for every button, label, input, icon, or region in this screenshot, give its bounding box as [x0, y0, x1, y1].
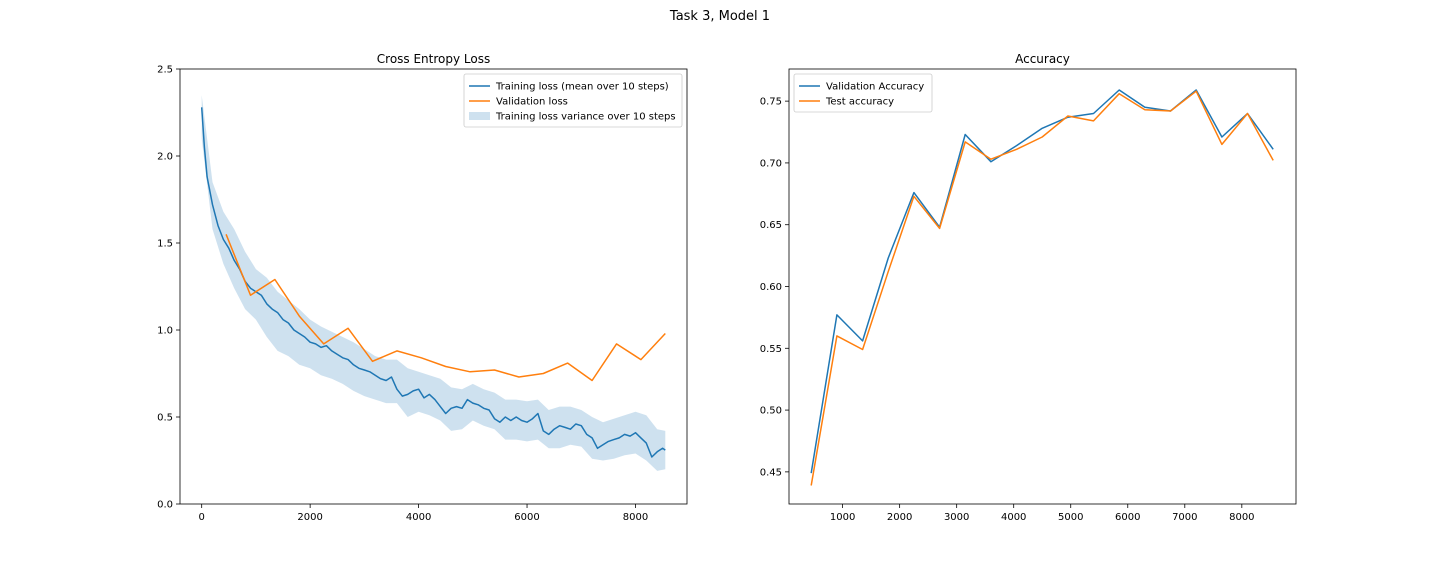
y-tick-label: 0.70	[760, 158, 782, 169]
legend-label: Validation Accuracy	[826, 82, 924, 93]
x-tick-label: 1000	[830, 512, 855, 523]
x-tick-label: 6000	[514, 512, 539, 523]
y-tick-label: 0.60	[760, 282, 782, 293]
loss-chart: Cross Entropy Loss 0 2000 4000 6000 8000 0.0 0.…	[157, 52, 688, 523]
y-tick-label: 1.0	[157, 326, 173, 337]
axes-frame	[179, 68, 688, 505]
figure-title: Task 3, Model 1	[669, 9, 771, 24]
x-tick-label: 8000	[623, 512, 648, 523]
x-tick-label: 2000	[887, 512, 912, 523]
legend: Training loss (mean over 10 steps) Valida…	[463, 73, 683, 128]
legend-label: Validation loss	[496, 97, 568, 108]
chart-title: Accuracy	[1015, 52, 1070, 66]
x-tick-label: 6000	[1115, 512, 1140, 523]
y-tick-label: 0.0	[157, 500, 173, 511]
y-tick-label: 0.65	[760, 220, 782, 231]
y-tick-label: 2.5	[157, 65, 173, 76]
legend-label: Training loss (mean over 10 steps)	[495, 82, 669, 93]
legend-swatch	[469, 112, 490, 120]
y-tick-label: 2.0	[157, 152, 173, 163]
legend: Validation Accuracy Test accuracy	[793, 73, 933, 113]
series-line	[225, 234, 666, 382]
y-tick-label: 1.5	[157, 239, 173, 250]
x-tick-label: 4000	[406, 512, 431, 523]
series-line	[200, 107, 666, 458]
legend-label: Training loss variance over 10 steps	[495, 112, 676, 123]
x-tick-label: 2000	[297, 512, 322, 523]
legend-frame	[793, 73, 933, 113]
legend-label: Test accuracy	[825, 97, 894, 108]
x-tick-label: 0	[199, 512, 205, 523]
x-tick-label: 7000	[1172, 512, 1197, 523]
x-tick-label: 3000	[944, 512, 969, 523]
y-tick-label: 0.75	[760, 97, 782, 108]
accuracy-chart: Accuracy 1000 2000 3000 4000 5000 6000 7000 8000…	[760, 52, 1297, 523]
x-tick-label: 4000	[1001, 512, 1026, 523]
y-tick-label: 0.50	[760, 406, 782, 417]
x-tick-label: 5000	[1058, 512, 1083, 523]
y-tick-label: 0.45	[760, 467, 782, 478]
series-line	[810, 90, 1274, 486]
y-tick-label: 0.5	[157, 413, 173, 424]
series-line	[810, 89, 1274, 474]
x-tick-label: 8000	[1229, 512, 1254, 523]
variance-band	[201, 95, 666, 471]
legend-frame	[463, 73, 683, 128]
y-tick-label: 0.55	[760, 344, 782, 355]
chart-title: Cross Entropy Loss	[377, 52, 490, 66]
